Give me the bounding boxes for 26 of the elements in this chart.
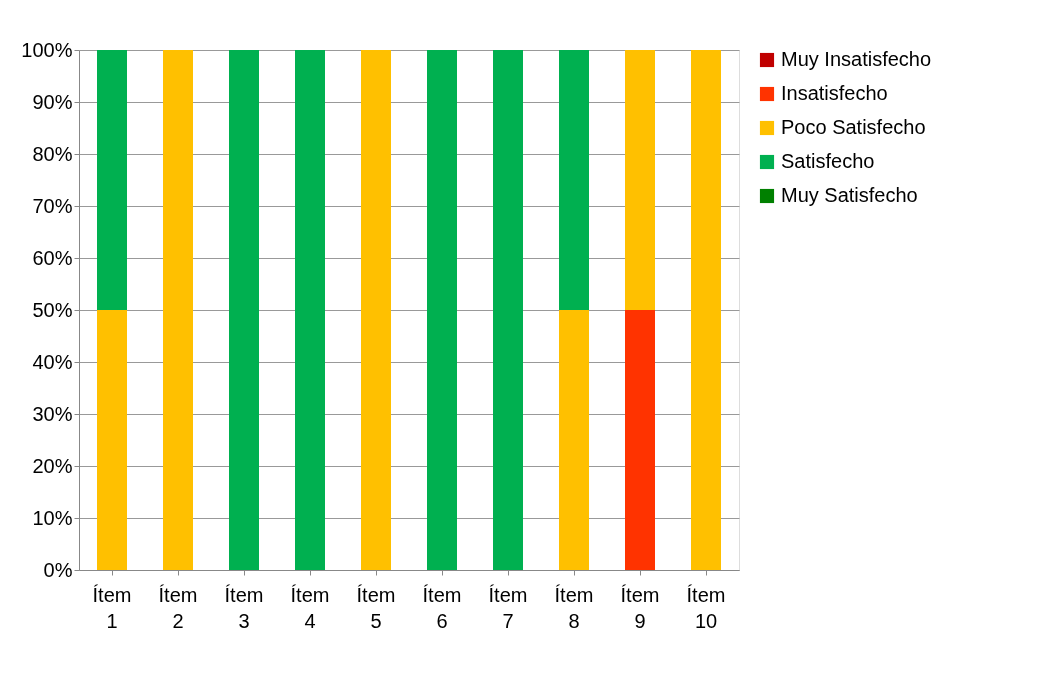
x-tick-label: Ítem 5 bbox=[356, 583, 396, 632]
x-tick-label: Ítem 6 bbox=[422, 583, 462, 632]
y-tick-label: 0% bbox=[43, 558, 73, 581]
x-tick-label: Ítem 7 bbox=[488, 583, 528, 632]
y-tick-label: 100% bbox=[21, 38, 73, 61]
legend-label: Muy Insatisfecho bbox=[781, 48, 932, 70]
x-tick-label: Ítem 2 bbox=[158, 583, 198, 632]
y-tick-label: 50% bbox=[32, 298, 73, 321]
y-tick-label: 10% bbox=[32, 506, 73, 529]
y-tick-label: 60% bbox=[32, 246, 73, 269]
x-tick-label: Ítem 1 bbox=[92, 583, 132, 632]
x-tick-label: Ítem 8 bbox=[554, 583, 594, 632]
legend-label: Satisfecho bbox=[781, 150, 875, 172]
y-tick-label: 30% bbox=[32, 402, 73, 425]
y-tick-label: 40% bbox=[32, 350, 73, 373]
y-tick-label: 70% bbox=[32, 194, 73, 217]
y-tick-label: 90% bbox=[32, 90, 73, 113]
legend-label: Poco Satisfecho bbox=[781, 116, 926, 138]
x-tick-label: Ítem 4 bbox=[290, 583, 330, 632]
y-tick-label: 80% bbox=[32, 142, 73, 165]
legend-label: Muy Satisfecho bbox=[781, 184, 918, 206]
legend-label: Insatisfecho bbox=[781, 82, 888, 104]
x-tick-label: Ítem 10 bbox=[686, 583, 726, 632]
x-tick-label: Ítem 3 bbox=[224, 583, 264, 632]
x-tick-label: Ítem 9 bbox=[620, 583, 660, 632]
y-tick-label: 20% bbox=[32, 454, 73, 477]
